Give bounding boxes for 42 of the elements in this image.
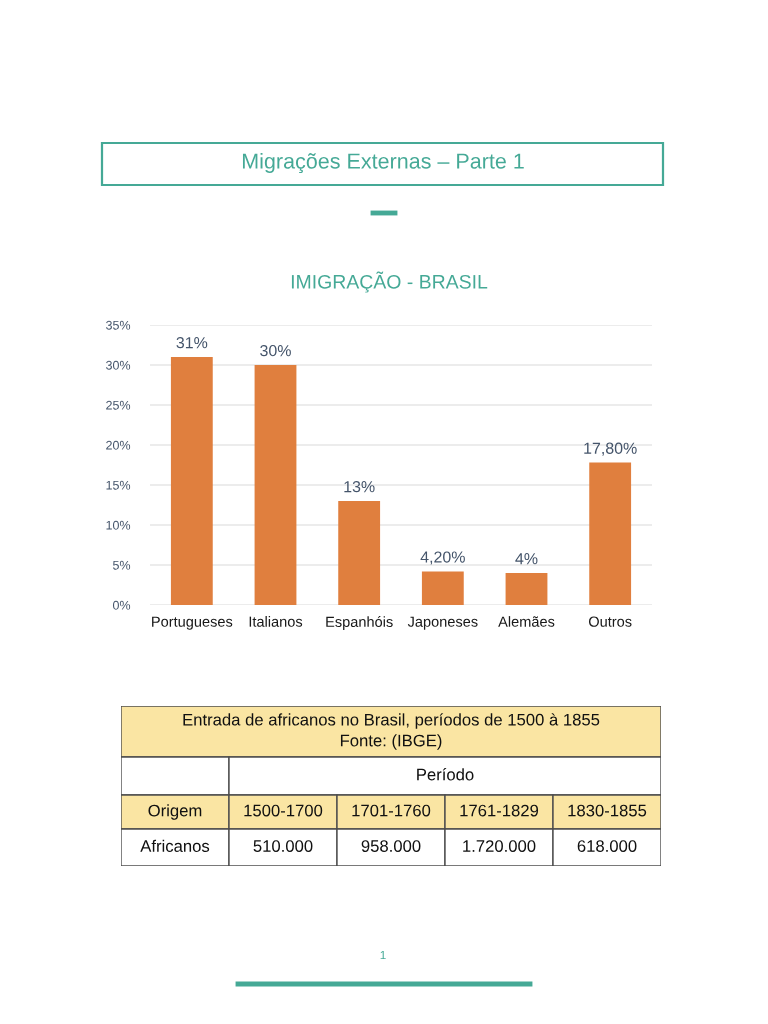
y-tick-label: 20%	[106, 440, 131, 450]
bar	[254, 365, 297, 605]
text: Período	[417, 768, 474, 781]
x-tick-label: Outros	[588, 616, 632, 627]
text: Origem	[148, 804, 202, 820]
x-tick-label: Japoneses	[407, 616, 478, 630]
text: 510.000	[253, 840, 313, 852]
category-label: 1761-1829	[460, 804, 539, 817]
text: Fonte: (IBGE)	[340, 734, 442, 750]
data-label: 4,20%	[420, 551, 465, 565]
x-tick-label: Espanhóis	[326, 616, 393, 630]
text: 618.000	[577, 840, 637, 852]
bar	[170, 357, 213, 605]
text: 1	[380, 950, 386, 960]
category-label: 1701-1760	[352, 804, 431, 817]
bar	[505, 573, 548, 605]
y-tick-label: 15%	[106, 480, 131, 490]
category-label: 1830-1855	[568, 804, 647, 817]
x-tick-label: Italianos	[249, 616, 303, 627]
bar	[589, 462, 632, 605]
x-tick-label: Portugueses	[152, 616, 233, 630]
data-label: 13%	[344, 480, 375, 493]
y-tick-label: 35%	[106, 320, 131, 330]
category-label: 1500-1700	[244, 804, 323, 817]
text: Migrações Externas – Parte 1	[242, 152, 524, 174]
bar	[421, 571, 464, 605]
data-label: 30%	[260, 344, 291, 357]
category-label: Africanos	[140, 839, 210, 852]
y-tick-label: 0%	[112, 600, 131, 610]
x-tick-label: Alemães	[498, 616, 555, 627]
chart-title: IMIGRAÇÃO - BRASIL	[291, 271, 488, 293]
text: 958.000	[361, 840, 421, 852]
y-tick-label: 25%	[106, 400, 131, 410]
y-tick-label: 10%	[106, 520, 131, 530]
bar	[338, 501, 381, 605]
data-label: 4%	[515, 553, 538, 565]
data-label: 31%	[176, 336, 208, 349]
y-tick-label: 5%	[112, 560, 131, 570]
y-tick-label: 30%	[106, 360, 131, 370]
text: 1.720.000	[463, 840, 536, 852]
text: Entrada de africanos no Brasil, períodos de 1500 à 1855	[183, 713, 600, 729]
data-label: 17,80%	[584, 442, 637, 456]
